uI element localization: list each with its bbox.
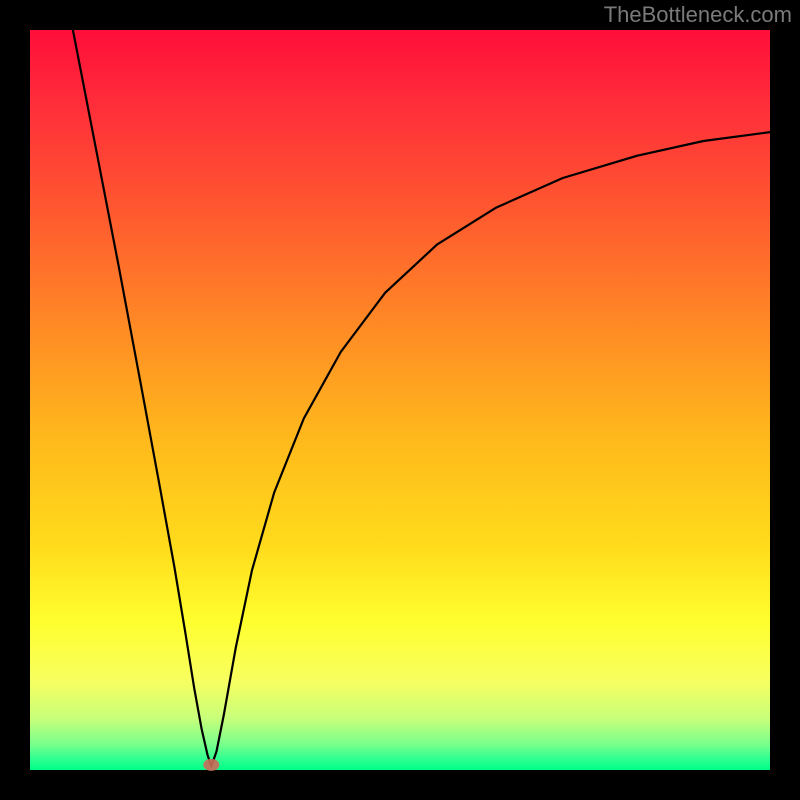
chart-svg bbox=[0, 0, 800, 800]
plot-background bbox=[30, 30, 770, 770]
chart-container: TheBottleneck.com bbox=[0, 0, 800, 800]
watermark-text: TheBottleneck.com bbox=[604, 2, 792, 28]
vertex-marker bbox=[203, 759, 219, 771]
